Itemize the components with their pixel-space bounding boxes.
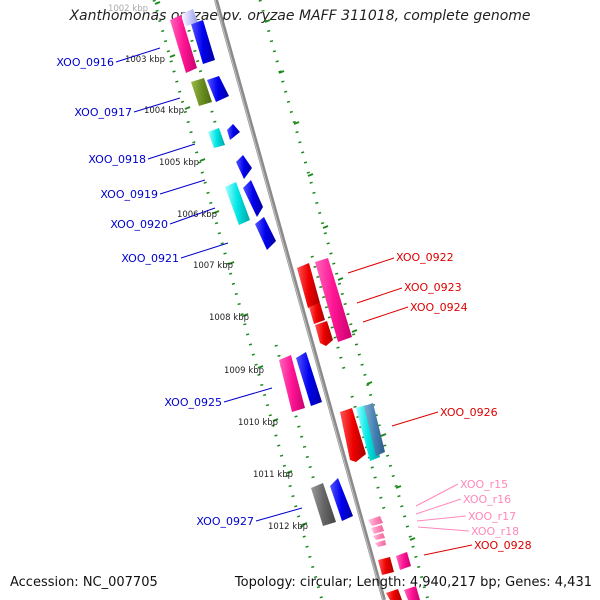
gene-label-xoo-r17[interactable]: XOO_r17 — [468, 510, 516, 523]
gene-label-xoo-r16[interactable]: XOO_r16 — [463, 493, 511, 506]
right-track-ticks — [264, 19, 416, 541]
gene-label-xoo-0925[interactable]: XOO_0925 — [164, 396, 222, 409]
kbp-tick-label: 1011 kbp — [253, 470, 293, 480]
gene-xoo-0924[interactable] — [315, 321, 333, 346]
kbp-tick-label: 1004 kbp — [144, 106, 184, 116]
gene-xoo-0927[interactable] — [311, 478, 353, 526]
gene-xoo-0916[interactable] — [170, 9, 215, 73]
gene-xoo-0917[interactable] — [191, 76, 229, 106]
gene-xoo-0921[interactable] — [255, 217, 276, 250]
gene-xoo-0920[interactable] — [225, 180, 263, 225]
kbp-tick-label: 1006 kbp — [177, 210, 217, 220]
rna-genes[interactable] — [368, 516, 386, 547]
gene-xoo-0923[interactable] — [309, 303, 325, 324]
gene-label-xoo-0920[interactable]: XOO_0920 — [110, 218, 168, 231]
kbp-tick-label: 1010 kbp — [238, 418, 278, 428]
gene-label-xoo-0917[interactable]: XOO_0917 — [74, 106, 132, 119]
accession-info: Accession: NC_007705 — [10, 575, 158, 590]
gene-label-xoo-0922[interactable]: XOO_0922 — [396, 251, 454, 264]
gene-label-xoo-0927[interactable]: XOO_0927 — [196, 515, 254, 528]
kbp-tick-label: 1009 kbp — [224, 366, 264, 376]
gene-xoo-0926[interactable] — [340, 403, 385, 462]
gene-xoo-0928[interactable] — [378, 552, 420, 600]
gene-xoo-0918[interactable] — [208, 124, 240, 148]
genome-backbone — [214, 0, 386, 600]
kbp-tick-label: 1012 kbp — [268, 522, 308, 532]
left-outer-track — [152, 0, 324, 600]
genome-summary: Topology: circular; Length: 4,940,217 bp… — [234, 575, 592, 590]
gene-label-xoo-r15[interactable]: XOO_r15 — [460, 478, 508, 491]
gene-label-xoo-0921[interactable]: XOO_0921 — [121, 252, 179, 265]
kbp-tick-label: 1008 kbp — [209, 313, 249, 323]
kbp-tick-labels: 1002 kbp 1003 kbp 1004 kbp 1005 kbp 1006… — [108, 4, 308, 532]
gene-label-xoo-0918[interactable]: XOO_0918 — [88, 153, 146, 166]
gene-xoo-0925[interactable] — [279, 352, 322, 412]
gene-label-xoo-0924[interactable]: XOO_0924 — [410, 301, 468, 314]
kbp-tick-label: 1007 kbp — [193, 261, 233, 271]
gene-xoo-0922[interactable] — [297, 258, 352, 342]
left-leader-lines — [115, 47, 303, 522]
genome-backbone-highlight — [214, 0, 384, 600]
gene-xoo-0919[interactable] — [236, 155, 252, 179]
right-leader-lines — [347, 257, 473, 556]
gene-label-xoo-0928[interactable]: XOO_0928 — [474, 539, 532, 552]
gene-label-xoo-0926[interactable]: XOO_0926 — [440, 406, 498, 419]
gene-label-xoo-0919[interactable]: XOO_0919 — [100, 188, 158, 201]
gene-label-xoo-0923[interactable]: XOO_0923 — [404, 281, 462, 294]
gene-label-xoo-r18[interactable]: XOO_r18 — [471, 525, 519, 538]
rna-leader-lines — [415, 483, 470, 532]
kbp-tick-label: 1002 kbp — [108, 4, 148, 14]
kbp-tick-marks — [154, 1, 308, 526]
kbp-tick-label: 1003 kbp — [125, 55, 165, 65]
gene-label-xoo-0916[interactable]: XOO_0916 — [56, 56, 114, 69]
kbp-tick-label: 1005 kbp — [159, 158, 199, 168]
